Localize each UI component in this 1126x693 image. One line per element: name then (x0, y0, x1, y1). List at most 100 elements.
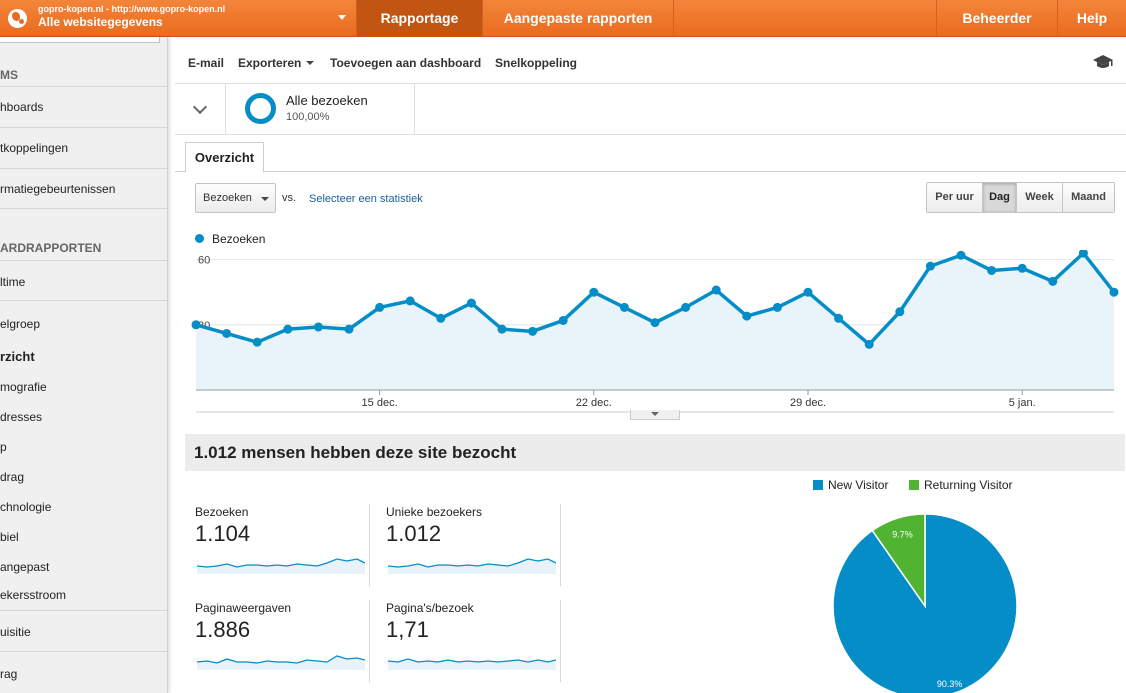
mortarboard-icon[interactable] (1093, 55, 1113, 69)
segment-ring-icon (245, 93, 276, 124)
data-point[interactable] (436, 313, 446, 323)
data-point[interactable] (313, 322, 323, 332)
kpi-label: Unieke bezoekers (386, 505, 483, 519)
top-navigation-bar: gopro-kopen.nl - http://www.gopro-kopen.… (0, 0, 1126, 37)
data-point[interactable] (956, 250, 966, 260)
pie-legend-new[interactable]: New Visitor (813, 478, 888, 492)
segment-bar: Alle bezoeken 100,00% (175, 83, 1126, 135)
granularity-week[interactable]: Week (1017, 183, 1063, 212)
kpi-label: Bezoeken (195, 505, 249, 519)
sidebar-item-visitor-flow[interactable]: ekersstroom (0, 588, 67, 602)
summary-header: 1.012 mensen hebben deze site bezocht (185, 434, 1125, 471)
data-point[interactable] (589, 287, 599, 297)
data-point[interactable] (619, 302, 629, 312)
sidebar-item-mobile[interactable]: biel (0, 530, 19, 544)
tab-rapportage[interactable]: Rapportage (356, 0, 482, 37)
pie-slice-new-visitor[interactable] (832, 513, 1018, 693)
sidebar-item-behaviour[interactable]: rag (0, 651, 167, 693)
x-tick-label: 22 dec. (576, 397, 612, 409)
tab-beheerder[interactable]: Beheerder (936, 0, 1057, 37)
data-point[interactable] (375, 302, 385, 312)
granularity-dag[interactable]: Dag (983, 183, 1017, 212)
sidebar-item-realtime[interactable]: ltime (0, 260, 167, 301)
pie-legend-label: New Visitor (828, 478, 889, 492)
data-point[interactable] (1017, 263, 1027, 273)
data-point[interactable] (528, 326, 538, 336)
report-tabs: Overzicht (175, 135, 1126, 173)
data-point[interactable] (864, 339, 874, 349)
report-toolbar: E-mail Exporteren Toevoegen aan dashboar… (175, 37, 1126, 83)
vs-label: vs. (282, 192, 297, 204)
data-point[interactable] (283, 324, 293, 334)
metric-select[interactable]: Bezoeken (195, 183, 276, 213)
data-point[interactable] (405, 296, 415, 306)
pie-slice-returning-visitor[interactable] (871, 513, 926, 609)
sidebar-item-dashboards[interactable]: hboards (0, 86, 167, 127)
account-selector[interactable]: gopro-kopen.nl - http://www.gopro-kopen.… (0, 0, 355, 37)
email-button[interactable]: E-mail (188, 56, 225, 70)
chevron-down-icon (261, 197, 269, 201)
sidebar-item-custom[interactable]: angepast (0, 560, 50, 574)
kpi-unieke-bezoekers[interactable]: Unieke bezoekers 1.012 (386, 504, 561, 586)
kpi-label: Paginaweergaven (195, 601, 292, 615)
legend-square-icon (909, 480, 919, 490)
chart-resize-handle[interactable] (630, 410, 680, 420)
data-point[interactable] (497, 324, 507, 334)
data-point[interactable] (681, 302, 691, 312)
granularity-per-uur[interactable]: Per uur (927, 183, 983, 212)
data-point[interactable] (742, 311, 752, 321)
legend-series-name: Bezoeken (212, 232, 266, 246)
kpi-value: 1,71 (386, 617, 429, 642)
pie-legend-returning[interactable]: Returning Visitor (909, 478, 1013, 492)
data-point[interactable] (252, 337, 262, 347)
select-statistic-link[interactable]: Selecteer een statistiek (309, 193, 423, 205)
sidebar-search-input[interactable] (0, 37, 160, 43)
add-to-dashboard-button[interactable]: Toevoegen aan dashboard (330, 56, 482, 70)
data-point[interactable] (558, 315, 568, 325)
x-tick-label: 29 dec. (790, 397, 826, 409)
export-button[interactable]: Exporteren (238, 56, 315, 70)
sidebar-item-demographics[interactable]: mografie (0, 380, 47, 394)
data-point[interactable] (1048, 276, 1058, 286)
sidebar-item-acquisition[interactable]: uisitie (0, 610, 167, 651)
sidebar-item-shortcuts[interactable]: tkoppelingen (0, 127, 167, 168)
legend-square-icon (813, 480, 823, 490)
data-point[interactable] (834, 313, 844, 323)
pie-legend-label: Returning Visitor (924, 478, 1013, 492)
visitor-type-pie-chart: 90.3% 9.7% (832, 513, 1018, 693)
data-point[interactable] (711, 285, 721, 295)
sidebar-item-interests[interactable]: dresses (0, 410, 43, 424)
data-point[interactable] (895, 307, 905, 317)
chart-area (196, 253, 1114, 390)
data-point[interactable] (1109, 287, 1119, 297)
data-point[interactable] (650, 318, 660, 328)
sidebar-item-behavior[interactable]: drag (0, 470, 25, 484)
tab-overzicht[interactable]: Overzicht (185, 142, 264, 173)
kpi-paginas-per-bezoek[interactable]: Pagina's/bezoek 1,71 (386, 600, 561, 682)
data-point[interactable] (191, 320, 201, 330)
sidebar-item-overview[interactable]: rzicht (0, 349, 35, 364)
sidebar-item-geo[interactable]: p (0, 440, 7, 454)
segment-toggle[interactable] (175, 84, 226, 135)
pie-slice-label: 90.3% (937, 679, 963, 689)
sidebar-item-technology[interactable]: chnologie (0, 500, 52, 514)
kpi-value: 1.886 (195, 617, 251, 642)
granularity-maand[interactable]: Maand (1063, 183, 1114, 212)
tab-aangepaste-rapporten[interactable]: Aangepaste rapporten (482, 0, 674, 37)
kpi-paginaweergaven[interactable]: Paginaweergaven 1.886 (195, 600, 370, 682)
data-point[interactable] (772, 302, 782, 312)
segment-card[interactable]: Alle bezoeken 100,00% (226, 84, 415, 135)
kpi-label: Pagina's/bezoek (386, 601, 474, 615)
data-point[interactable] (987, 265, 997, 275)
sidebar-item-audience[interactable]: elgroep (0, 317, 41, 331)
data-point[interactable] (344, 324, 354, 334)
data-point[interactable] (803, 287, 813, 297)
sidebar-item-intelligence-events[interactable]: rmatiegebeurtenissen (0, 168, 167, 209)
tab-help[interactable]: Help (1057, 0, 1126, 37)
data-point[interactable] (925, 261, 935, 271)
shortcut-button[interactable]: Snelkoppeling (495, 56, 578, 70)
data-point[interactable] (222, 328, 232, 338)
kpi-bezoeken[interactable]: Bezoeken 1.104 (195, 504, 370, 586)
data-point[interactable] (1078, 250, 1088, 258)
data-point[interactable] (466, 298, 476, 308)
